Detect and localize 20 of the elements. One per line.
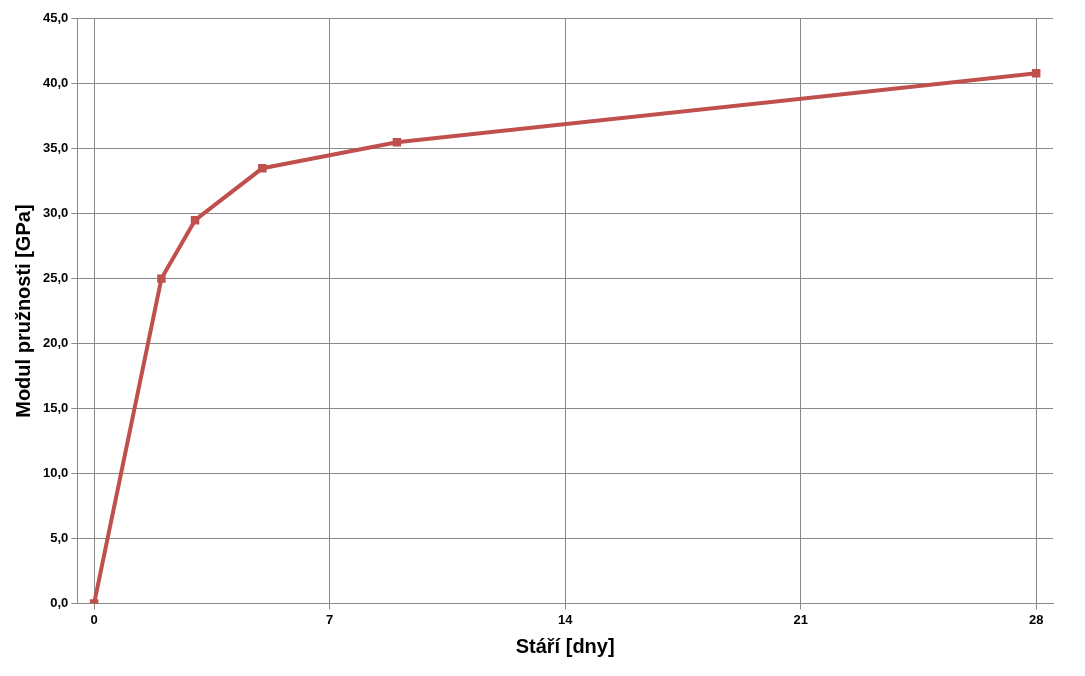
- x-tick-label: 28: [1028, 611, 1044, 627]
- y-axis-title: Modul pružnosti [GPa]: [11, 204, 34, 418]
- y-tick-label: 20,0: [42, 335, 69, 351]
- point: [157, 274, 166, 283]
- y-tick-label: 40,0: [42, 75, 69, 91]
- x-axis-title: Stáří [dny]: [515, 634, 615, 657]
- y-tick-label: 30,0: [42, 205, 69, 221]
- y-tick-label: 15,0: [42, 400, 69, 416]
- y-tick-label: 35,0: [42, 140, 69, 156]
- y-tick-label: 5,0: [50, 530, 69, 546]
- y-tick-label: 10,0: [42, 465, 69, 481]
- x-tick-label: 21: [793, 611, 808, 627]
- y-tick-label: 25,0: [42, 270, 69, 286]
- point: [1031, 69, 1041, 78]
- y-tick-label: 0,0: [50, 594, 69, 610]
- y-tick-label: 45,0: [42, 10, 69, 26]
- x-tick-label: 7: [326, 611, 334, 627]
- x-tick-label: 14: [557, 611, 574, 627]
- x-tick-label: 0: [90, 611, 98, 627]
- point: [258, 163, 267, 173]
